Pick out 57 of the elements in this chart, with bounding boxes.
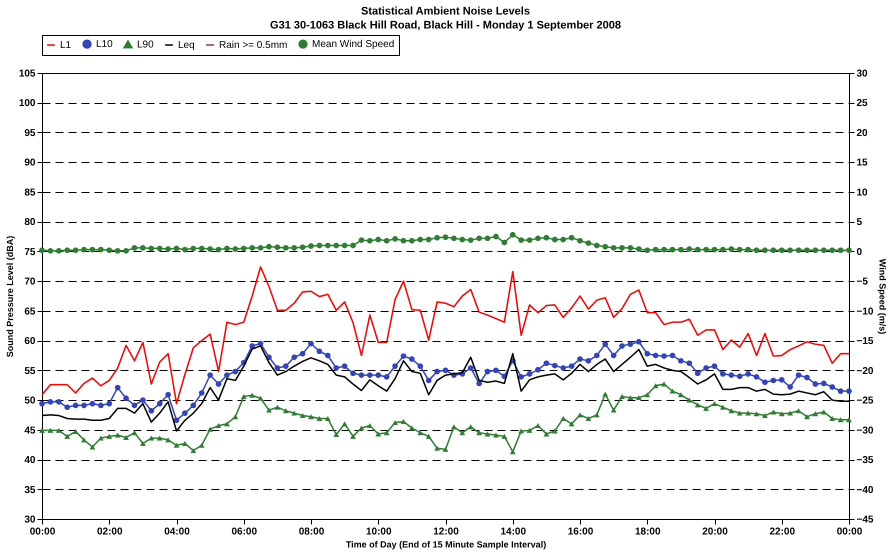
y-tick-label: 95 <box>24 128 36 139</box>
y-tick-label: 70 <box>24 276 36 288</box>
legend-label: Mean Wind Speed <box>312 39 394 50</box>
y2-tick-label: 25 <box>856 98 868 110</box>
y2-tick-label: −25 <box>856 396 874 407</box>
legend-label: L90 <box>137 39 154 50</box>
chart-title: Statistical Ambient Noise Levels <box>361 6 530 18</box>
x-tick-label: 02:00 <box>96 526 123 538</box>
line-series <box>41 266 850 404</box>
y-tick-label: 35 <box>24 484 36 496</box>
x-tick-label: 12:00 <box>433 526 460 538</box>
x-tick-label: 00:00 <box>30 526 56 538</box>
y2-tick-label: −45 <box>856 514 874 526</box>
x-tick-label: 20:00 <box>702 526 728 538</box>
y-tick-label: 75 <box>24 246 36 258</box>
y2-tick-label: 5 <box>856 217 862 228</box>
y2-tick-label: −35 <box>856 455 874 466</box>
x-tick-label: 22:00 <box>769 526 796 538</box>
y-tick-label: 65 <box>24 306 36 318</box>
y2-tick-label: −5 <box>856 276 868 288</box>
chart-subtitle: G31 30-1063 Black Hill Road, Black Hill - Monday 1 September 2008 <box>270 20 621 32</box>
x-tick-label: 06:00 <box>231 526 258 538</box>
y2-tick-label: −40 <box>856 484 874 496</box>
y-tick-label: 30 <box>24 514 36 526</box>
x-tick-label: 10:00 <box>366 526 392 538</box>
y2-tick-label: −30 <box>856 425 874 436</box>
x-axis-title: Time of Day (End of 15 Minute Sample Interval) <box>346 540 546 550</box>
y-tick-label: 50 <box>24 396 36 407</box>
y2-tick-label: 10 <box>856 187 868 198</box>
y-axis-title: Sound Pressure Level (dBA) <box>4 236 15 358</box>
y2-tick-label: 15 <box>856 158 868 169</box>
y-tick-label: 60 <box>24 336 36 348</box>
y-tick-label: 100 <box>18 98 36 110</box>
legend-label: L10 <box>96 39 114 50</box>
y2-tick-label: −15 <box>856 336 874 348</box>
y2-tick-label: 0 <box>856 246 862 258</box>
y2-tick-label: −20 <box>856 366 874 377</box>
y-tick-label: 80 <box>24 217 36 228</box>
y-tick-label: 105 <box>18 68 36 80</box>
y-tick-label: 85 <box>24 187 36 198</box>
legend-label: Rain >= 0.5mm <box>219 40 288 51</box>
legend-label: Leq <box>178 40 195 51</box>
y2-axis-title: Wind Speed (m/s) <box>877 258 888 334</box>
x-tick-label: 16:00 <box>568 526 594 538</box>
y2-tick-label: 30 <box>856 68 868 80</box>
y-tick-label: 45 <box>24 425 36 436</box>
legend-label: L1 <box>60 40 72 51</box>
x-tick-label: 08:00 <box>298 526 325 538</box>
y-tick-label: 40 <box>24 455 36 466</box>
y2-tick-label: 20 <box>856 128 868 139</box>
y-tick-label: 90 <box>24 158 36 169</box>
x-tick-label: 14:00 <box>500 526 526 538</box>
x-tick-label: 18:00 <box>634 526 661 538</box>
y-tick-label: 55 <box>24 366 36 377</box>
y2-tick-label: −10 <box>856 306 874 318</box>
x-tick-label: 00:00 <box>836 526 863 538</box>
x-tick-label: 04:00 <box>164 526 190 538</box>
